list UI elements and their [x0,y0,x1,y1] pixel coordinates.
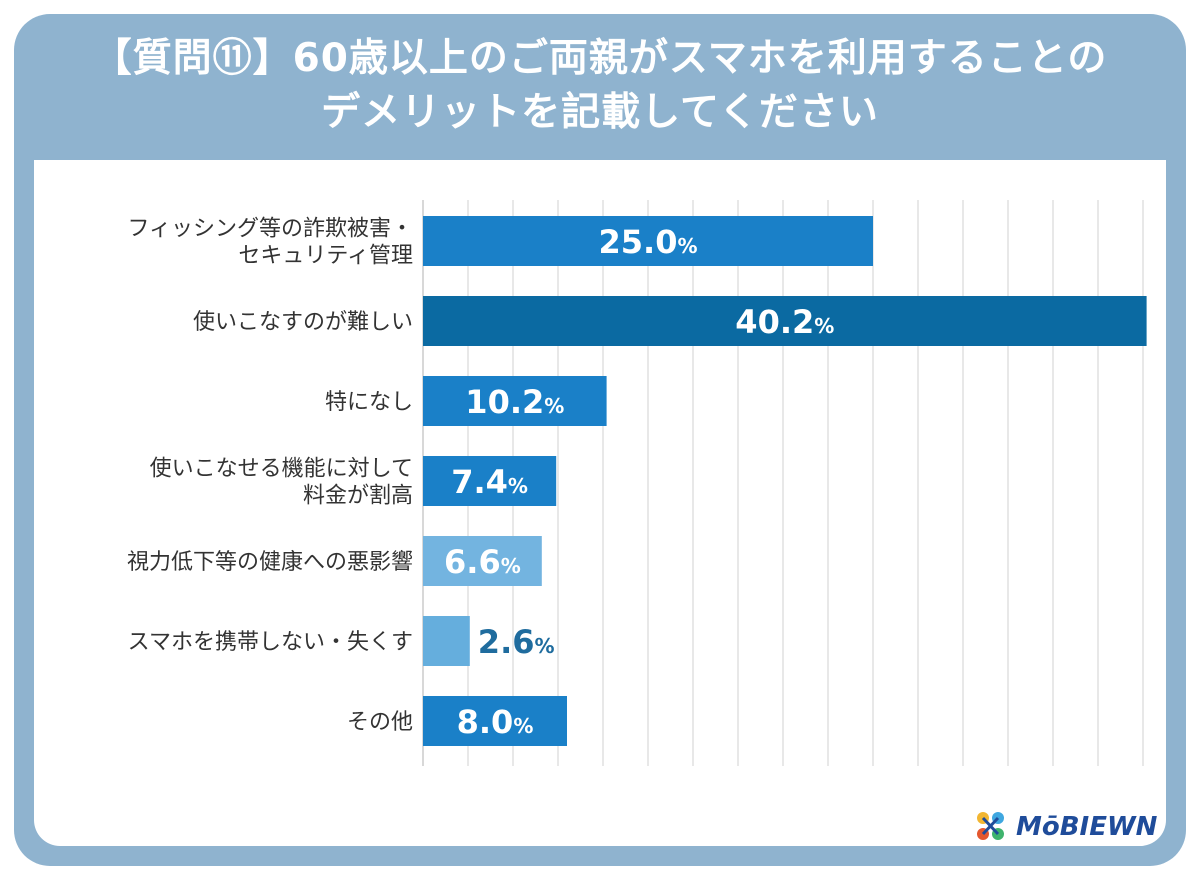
value-label: 25.0% [599,223,698,261]
bar [423,456,557,506]
category-label: セキュリティ管理 [238,244,413,269]
bar [423,216,873,266]
bar [423,616,470,666]
bar [423,376,607,426]
bar [423,536,542,586]
bar [423,296,1147,346]
category-label: 使いこなせる機能に対して [150,457,413,482]
value-label: 7.4% [451,463,528,501]
chart-panel: フィッシング等の詐欺被害・ セキュリティ管理 25.0% 使いこなすのが難しい 40.2… [34,160,1166,846]
value-label: 40.2% [735,303,834,341]
logo-icon [977,812,1004,840]
value-label: 2.6% [478,623,555,661]
mobiewn-logo: MōBIEWN [974,806,1158,846]
bar [423,696,567,746]
category-label: 料金が割高 [303,484,413,509]
logo-text: MōBIEWN [1016,812,1158,842]
bar-chart: フィッシング等の詐欺被害・セキュリティ管理 25.0% 使いこなすのが難しい 40.2… [127,200,1147,766]
category-label: スマホを携帯しない・失くす [128,630,413,655]
chart-title: 【質問⑪】60歳以上のご両親がスマホを利用することの デメリットを記載してくださ… [0,32,1200,140]
category-label: 視力低下等の健康への悪影響 [127,550,413,575]
title-line-1: 【質問⑪】60歳以上のご両親がスマホを利用することの [92,36,1108,81]
value-label: 10.2% [465,383,564,421]
category-label: その他 [347,710,413,735]
category-label: 特になし [325,390,413,415]
title-line-2: デメリットを記載してください [321,90,879,135]
category-label: 使いこなすのが難しい [193,310,413,335]
value-label: 8.0% [457,703,534,741]
category-label: フィッシング等の詐欺被害・ [127,217,413,242]
value-label: 6.6% [444,543,521,581]
